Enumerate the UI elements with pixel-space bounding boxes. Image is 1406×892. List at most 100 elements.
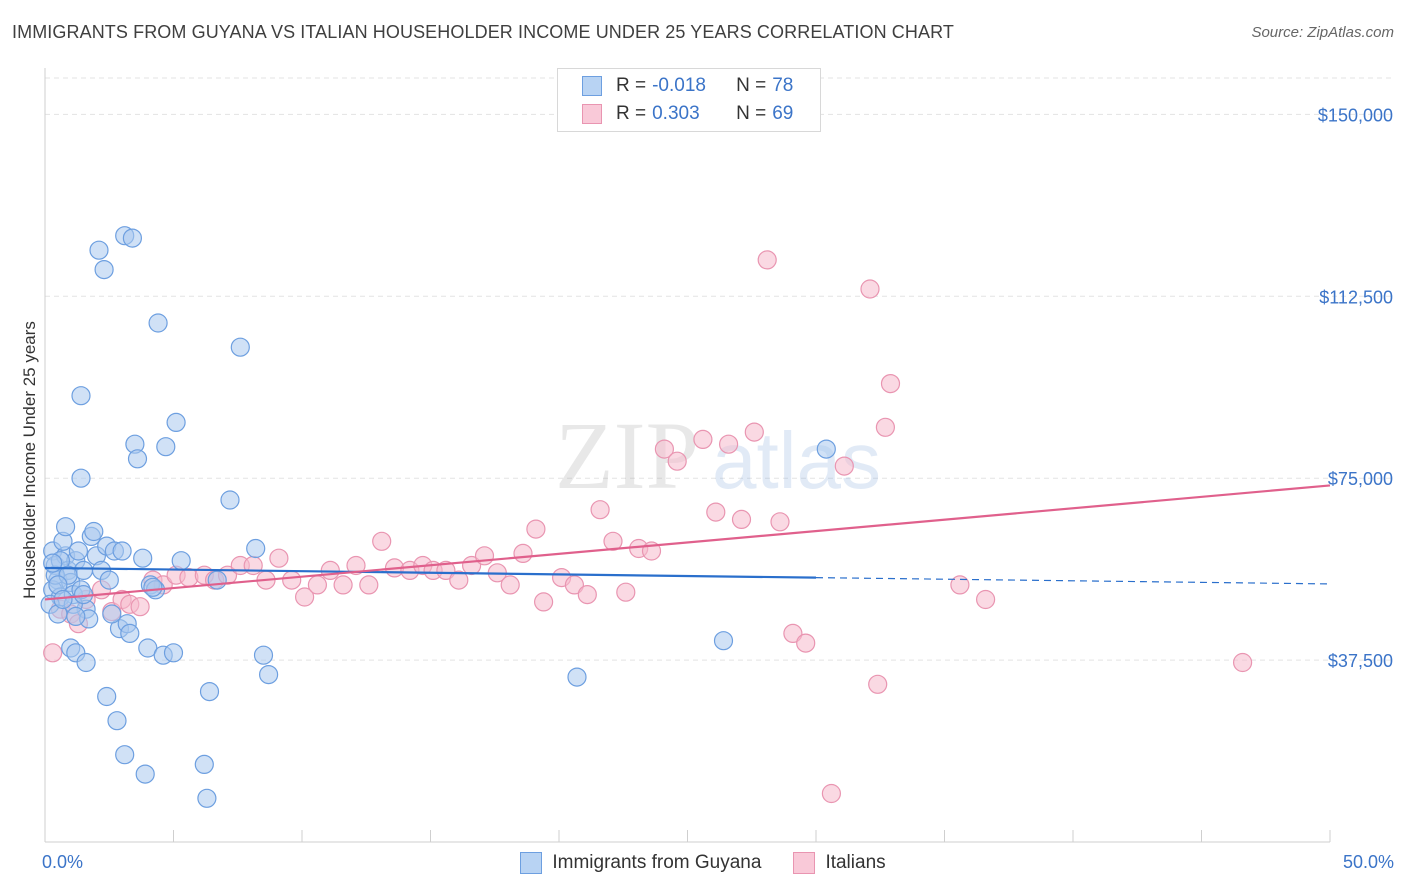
point-guyana-26: [99, 570, 119, 590]
legend-row-guyana: R = -0.018 N = 78: [582, 73, 793, 99]
series-legend-italians[interactable]: Italians: [793, 852, 886, 874]
series-legend-label-italians: Italians: [825, 852, 886, 873]
point-guyana-58: [199, 681, 220, 702]
y-tick-label-3: $150,000: [1318, 105, 1393, 125]
trend-line-guyana: [44, 566, 817, 579]
legend-r-value: 0.303: [652, 103, 700, 124]
point-guyana-62: [246, 538, 266, 559]
watermark-atlas: atlas: [712, 416, 881, 505]
trend-line-italians: [44, 484, 1331, 601]
series-legend-swatch-guyana: [520, 852, 543, 874]
point-italians-57: [757, 250, 777, 270]
point-guyana-66: [713, 631, 734, 651]
point-guyana-54: [115, 745, 135, 765]
point-italians-34: [449, 570, 469, 590]
series-legend-guyana[interactable]: Immigrants from Guyana: [520, 852, 761, 874]
series-guyana: [40, 226, 836, 808]
x-tick-max: 50.0%: [1342, 852, 1394, 872]
point-guyana-43: [148, 313, 168, 333]
point-italians-44: [577, 584, 597, 605]
point-guyana-44: [156, 437, 176, 457]
legend-swatch-italians: [582, 104, 602, 124]
legend-n-label: N =: [736, 103, 767, 124]
point-italians-60: [796, 633, 816, 653]
legend-n-value: 78: [772, 75, 794, 96]
point-guyana-45: [166, 412, 186, 432]
point-italians-68: [975, 589, 996, 610]
point-guyana-46: [171, 551, 191, 571]
point-italians-56: [744, 422, 764, 442]
point-guyana-63: [253, 645, 274, 665]
point-italians-9: [130, 597, 150, 617]
trend-line-guyana-projection: [815, 577, 1331, 585]
point-italians-22: [295, 587, 315, 607]
point-italians-23: [307, 575, 327, 595]
legend-n-value: 69: [772, 103, 794, 124]
series-legend-swatch-italians: [793, 852, 816, 874]
point-italians-45: [590, 500, 610, 520]
point-guyana-70: [102, 604, 122, 624]
point-guyana-77: [66, 606, 86, 627]
point-guyana-38: [71, 386, 91, 406]
legend-r-label: R =: [616, 75, 647, 96]
point-italians-20: [269, 548, 289, 568]
point-guyana-32: [76, 652, 96, 673]
legend-r-label: R =: [616, 103, 647, 124]
point-italians-46: [603, 531, 623, 551]
point-italians-28: [372, 531, 392, 551]
point-italians-38: [500, 575, 520, 595]
point-italians-61: [821, 783, 842, 804]
point-italians-52: [693, 429, 713, 449]
chart-source: Source: ZipAtlas.com: [1251, 24, 1394, 41]
point-guyana-59: [207, 570, 227, 590]
point-italians-58: [770, 512, 790, 532]
watermark: ZIP atlas: [555, 402, 881, 509]
point-italians-51: [667, 451, 687, 471]
point-guyana-52: [97, 686, 117, 707]
point-italians-55: [731, 509, 752, 530]
point-italians-62: [834, 456, 854, 476]
point-guyana-41: [133, 548, 153, 568]
point-italians-65: [875, 417, 896, 437]
point-italians-63: [860, 279, 880, 299]
series-legend-label-guyana: Immigrants from Guyana: [552, 852, 762, 873]
point-guyana-76: [43, 553, 63, 573]
series-italians: [43, 250, 1253, 804]
point-italians-54: [718, 434, 739, 454]
point-italians-50: [654, 439, 675, 459]
point-italians-64: [868, 674, 888, 694]
point-italians-53: [706, 502, 726, 522]
point-italians-69: [1232, 652, 1253, 673]
point-italians-26: [346, 555, 366, 576]
point-italians-47: [616, 582, 636, 602]
point-guyana-67: [816, 439, 836, 459]
point-guyana-28: [112, 541, 132, 561]
chart-title: IMMIGRANTS FROM GUYANA VS ITALIAN HOUSEH…: [12, 22, 954, 42]
point-italians-59: [783, 623, 803, 644]
point-guyana-16: [68, 541, 89, 561]
point-italians-40: [526, 519, 546, 539]
point-italians-0: [43, 643, 63, 663]
legend-n-label: N =: [736, 75, 767, 96]
legend-row-italians: R = 0.303 N = 69: [582, 101, 793, 127]
point-italians-25: [333, 575, 353, 595]
y-tick-labels: $37,500 $75,000 $112,500 $150,000: [1318, 105, 1393, 671]
point-italians-67: [950, 575, 970, 595]
point-guyana-64: [259, 664, 279, 685]
point-guyana-75: [143, 577, 163, 597]
point-guyana-65: [567, 667, 587, 687]
point-guyana-35: [94, 260, 114, 280]
point-guyana-57: [197, 788, 217, 808]
point-italians-39: [513, 543, 533, 564]
point-guyana-55: [135, 764, 155, 784]
point-guyana-53: [107, 711, 127, 731]
legend-swatch-guyana: [582, 76, 602, 96]
correlation-legend: R = -0.018 N = 78 R = 0.303 N = 69: [557, 68, 821, 132]
point-italians-66: [880, 374, 901, 394]
legend-r-value: -0.018: [652, 75, 706, 96]
point-guyana-74: [120, 623, 140, 644]
point-guyana-22: [84, 521, 104, 542]
x-tick-min: 0.0%: [42, 852, 84, 872]
point-guyana-56: [194, 754, 214, 775]
